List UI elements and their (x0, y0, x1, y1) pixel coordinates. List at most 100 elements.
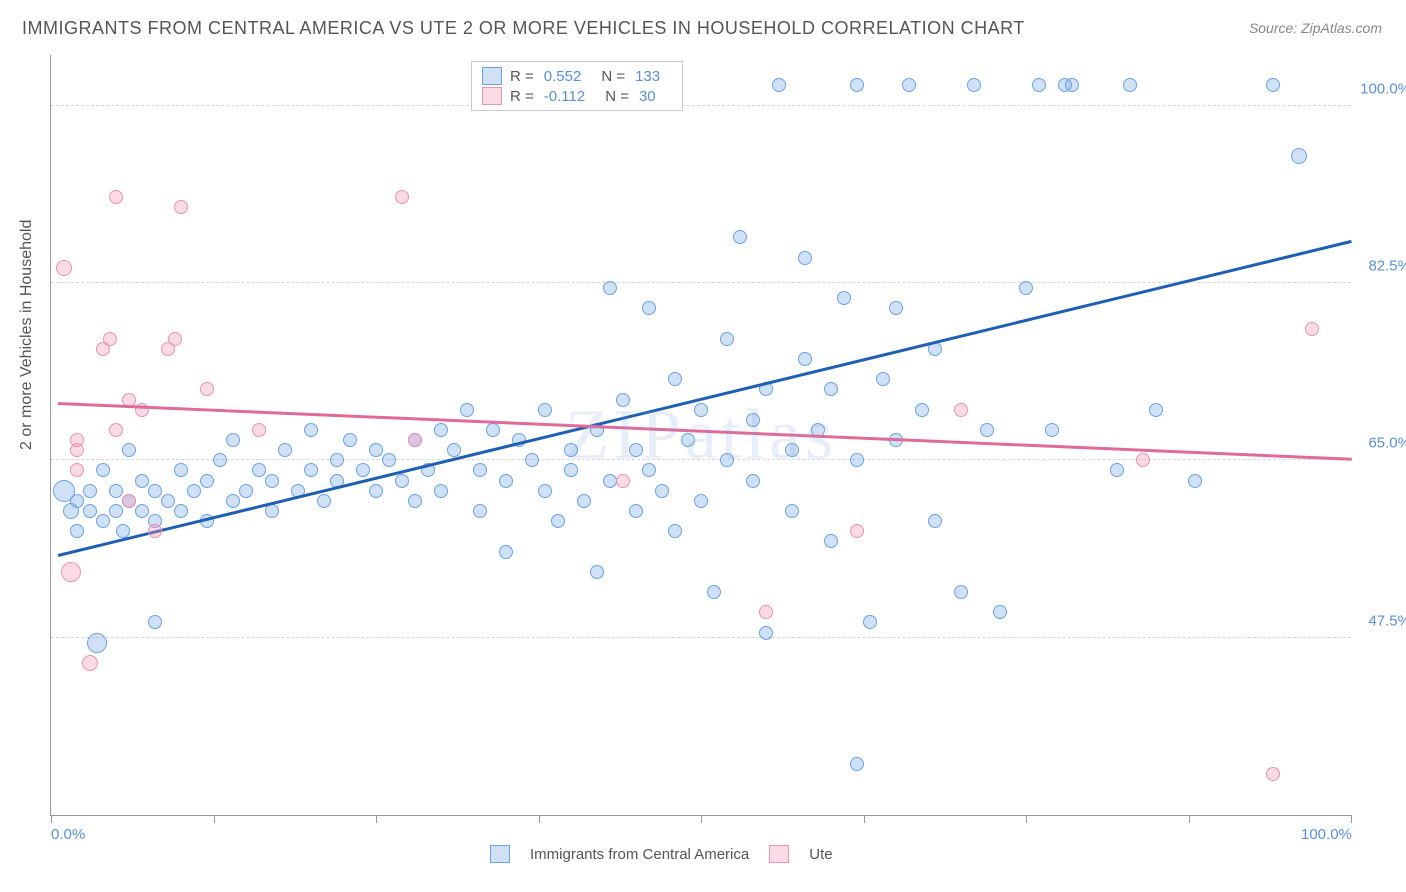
data-point (239, 484, 253, 498)
trend-line (57, 240, 1351, 557)
data-point (538, 403, 552, 417)
data-point (785, 443, 799, 457)
data-point (538, 484, 552, 498)
data-point (174, 504, 188, 518)
data-point (707, 585, 721, 599)
ytick-label: 47.5% (1356, 612, 1406, 629)
data-point (61, 562, 81, 582)
data-point (1136, 453, 1150, 467)
xtick (1026, 815, 1027, 823)
data-point (447, 443, 461, 457)
legend-row: R =-0.112N =30 (482, 86, 672, 106)
y-axis-label: 2 or more Vehicles in Household (18, 220, 36, 450)
xtick (864, 815, 865, 823)
xtick (701, 815, 702, 823)
data-point (56, 260, 72, 276)
data-point (564, 463, 578, 477)
data-point (850, 524, 864, 538)
data-point (954, 585, 968, 599)
r-value: -0.112 (544, 88, 585, 105)
data-point (87, 633, 107, 653)
data-point (265, 474, 279, 488)
data-point (395, 190, 409, 204)
data-point (103, 332, 117, 346)
data-point (473, 504, 487, 518)
data-point (96, 514, 110, 528)
data-point (720, 453, 734, 467)
data-point (187, 484, 201, 498)
data-point (863, 615, 877, 629)
xtick (376, 815, 377, 823)
data-point (603, 474, 617, 488)
xtick (214, 815, 215, 823)
data-point (1188, 474, 1202, 488)
chart-title: IMMIGRANTS FROM CENTRAL AMERICA VS UTE 2… (22, 18, 1025, 39)
gridline (51, 637, 1351, 638)
correlation-legend: R =0.552N =133R =-0.112N =30 (471, 61, 683, 111)
data-point (434, 484, 448, 498)
data-point (109, 423, 123, 437)
plot-area: ZIPatlas R =0.552N =133R =-0.112N =30 47… (50, 55, 1351, 816)
legend-swatch (482, 87, 502, 105)
data-point (850, 453, 864, 467)
data-point (382, 453, 396, 467)
data-point (83, 504, 97, 518)
data-point (837, 291, 851, 305)
data-point (759, 605, 773, 619)
data-point (135, 474, 149, 488)
data-point (746, 413, 760, 427)
ytick-label: 65.0% (1356, 435, 1406, 452)
data-point (473, 463, 487, 477)
data-point (174, 200, 188, 214)
data-point (798, 352, 812, 366)
data-point (109, 484, 123, 498)
data-point (889, 301, 903, 315)
xtick (539, 815, 540, 823)
data-point (109, 190, 123, 204)
data-point (499, 545, 513, 559)
data-point (434, 423, 448, 437)
gridline (51, 459, 1351, 460)
xtick (1189, 815, 1190, 823)
n-label: N = (601, 68, 625, 85)
data-point (850, 78, 864, 92)
data-point (928, 514, 942, 528)
legend-row: R =0.552N =133 (482, 66, 672, 86)
ytick-label: 100.0% (1356, 80, 1406, 97)
data-point (850, 757, 864, 771)
data-point (616, 393, 630, 407)
data-point (304, 423, 318, 437)
data-point (876, 372, 890, 386)
data-point (629, 504, 643, 518)
data-point (551, 514, 565, 528)
data-point (200, 382, 214, 396)
data-point (82, 655, 98, 671)
data-point (499, 474, 513, 488)
data-point (408, 494, 422, 508)
r-label: R = (510, 88, 534, 105)
n-value: 133 (635, 68, 660, 85)
xtick (1351, 815, 1352, 823)
data-point (1032, 78, 1046, 92)
data-point (1065, 78, 1079, 92)
data-point (161, 494, 175, 508)
data-point (148, 484, 162, 498)
ytick-label: 82.5% (1356, 258, 1406, 275)
data-point (616, 474, 630, 488)
data-point (993, 605, 1007, 619)
data-point (577, 494, 591, 508)
data-point (122, 494, 136, 508)
data-point (798, 251, 812, 265)
data-point (772, 78, 786, 92)
xtick (51, 815, 52, 823)
data-point (70, 443, 84, 457)
data-point (954, 403, 968, 417)
data-point (122, 443, 136, 457)
legend-label: Ute (809, 846, 832, 863)
data-point (733, 230, 747, 244)
data-point (1266, 78, 1280, 92)
data-point (967, 78, 981, 92)
data-point (824, 534, 838, 548)
data-point (720, 332, 734, 346)
xtick-label: 0.0% (51, 826, 85, 843)
